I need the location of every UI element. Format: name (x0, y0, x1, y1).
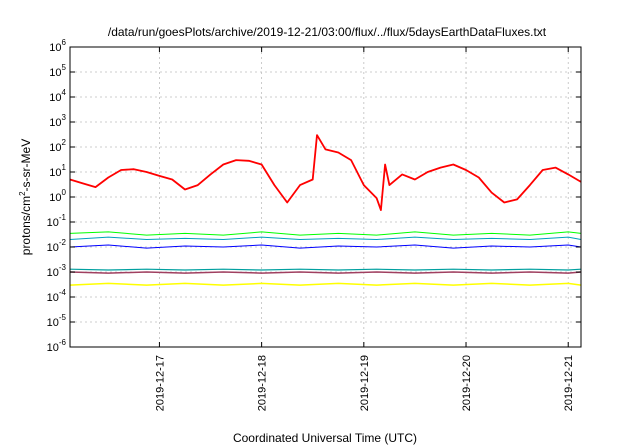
y-tick-label: 10-3 (47, 263, 67, 279)
series-line-1 (69, 134, 582, 212)
grid-lines (70, 47, 581, 347)
axis-ticks (70, 46, 581, 348)
series-line-5 (69, 268, 582, 271)
y-tick-exponent: -4 (59, 288, 67, 297)
y-tick-base: 10 (47, 342, 59, 354)
y-tick-label: 103 (49, 113, 66, 129)
y-tick-label: 102 (49, 138, 66, 154)
y-tick-label: 10-6 (47, 338, 67, 354)
y-tick-label: 106 (49, 38, 66, 54)
y-tick-exponent: -1 (59, 213, 67, 222)
series-line-3 (69, 236, 582, 240)
data-series (69, 134, 582, 286)
y-tick-base: 10 (49, 117, 61, 129)
y-axis-label-base: protons/cm (19, 196, 33, 255)
y-axis-label-rest: -s-sr-MeV (19, 139, 33, 192)
y-tick-label: 100 (49, 188, 66, 204)
y-axis-label-sup: 2 (18, 191, 27, 196)
x-tick-label: 2019-12-20 (461, 355, 473, 411)
y-tick-exponent: 1 (62, 163, 67, 172)
y-tick-base: 10 (49, 192, 61, 204)
y-tick-label: 101 (49, 163, 66, 179)
y-tick-exponent: 4 (62, 88, 67, 97)
y-tick-exponent: -2 (59, 238, 67, 247)
y-tick-exponent: 3 (62, 113, 67, 122)
y-tick-exponent: -6 (59, 338, 67, 347)
y-tick-exponent: 2 (62, 138, 67, 147)
y-tick-base: 10 (47, 292, 59, 304)
y-tick-base: 10 (49, 67, 61, 79)
y-tick-label: 10-4 (47, 288, 67, 304)
y-tick-exponent: 5 (62, 63, 67, 72)
x-tick-label: 2019-12-19 (359, 355, 371, 411)
series-line-6 (69, 271, 582, 274)
y-tick-label: 10-1 (47, 213, 67, 229)
y-tick-base: 10 (47, 217, 59, 229)
y-tick-label: 10-5 (47, 313, 67, 329)
y-tick-base: 10 (47, 242, 59, 254)
x-tick-label: 2019-12-18 (257, 355, 269, 411)
y-tick-exponent: -5 (59, 313, 67, 322)
x-tick-labels: 2019-12-17 2019-12-18 2019-12-19 2019-12-20… (154, 355, 575, 411)
series-line-2 (69, 231, 582, 236)
y-tick-exponent: 6 (62, 38, 67, 47)
y-tick-base: 10 (47, 267, 59, 279)
y-tick-label: 10-2 (47, 238, 67, 254)
chart-title: /data/run/goesPlots/archive/2019-12-21/0… (108, 25, 547, 39)
x-tick-label: 2019-12-21 (563, 355, 575, 411)
y-tick-labels: 10-610-510-410-310-210-11001011021031041… (47, 38, 67, 354)
y-tick-base: 10 (49, 167, 61, 179)
y-tick-base: 10 (47, 317, 59, 329)
series-line-4 (69, 244, 582, 249)
y-tick-base: 10 (49, 142, 61, 154)
x-tick-label: 2019-12-17 (154, 355, 166, 411)
x-axis-label: Coordinated Universal Time (UTC) (233, 431, 417, 445)
y-tick-base: 10 (49, 92, 61, 104)
y-tick-label: 104 (49, 88, 66, 104)
y-tick-exponent: -3 (59, 263, 67, 272)
y-tick-label: 105 (49, 63, 66, 79)
series-line-7 (69, 282, 582, 286)
y-tick-base: 10 (49, 42, 61, 54)
y-axis-label: protons/cm2-s-sr-MeV (18, 139, 33, 255)
y-tick-exponent: 0 (62, 188, 67, 197)
